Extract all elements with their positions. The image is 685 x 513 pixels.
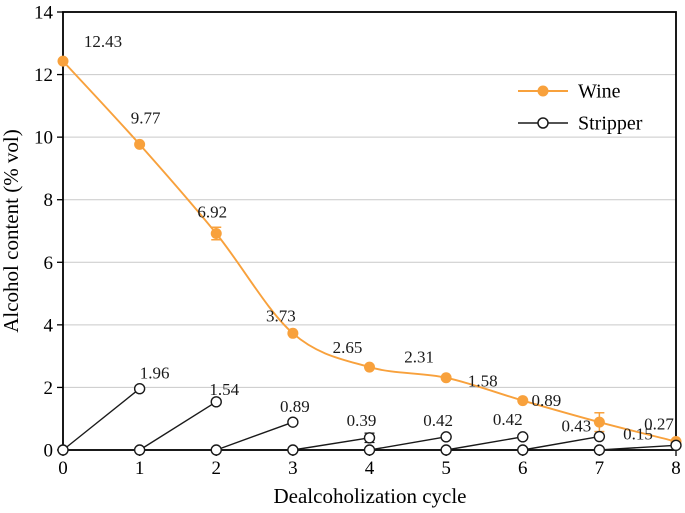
wine-point [287, 327, 299, 339]
axis-ticks [57, 11, 677, 456]
legend-item-stripper: Stripper [518, 113, 643, 135]
y-tick-label: 14 [34, 3, 54, 24]
x-tick-label: 8 [671, 458, 681, 479]
x-axis-title: Dealcoholization cycle [274, 484, 467, 508]
gridlines [63, 74, 676, 388]
stripper-segment [369, 436, 447, 451]
stripper-point [363, 432, 376, 444]
stripper-segment [522, 435, 600, 451]
x-tick-label: 7 [595, 458, 605, 479]
wine-point [593, 416, 605, 428]
wine-point-label: 12.43 [84, 32, 122, 51]
y-axis-title: Alcohol content (% vol) [0, 129, 23, 333]
x-tick-label: 0 [58, 458, 68, 479]
stripper-point [287, 416, 299, 428]
stripper-point [517, 431, 529, 443]
stripper-point-label: 0.42 [493, 410, 523, 429]
stripper-point-label: 0.15 [623, 424, 653, 443]
stripper-point [517, 444, 529, 456]
wine-point-label: 6.92 [197, 203, 227, 222]
stripper-point [210, 396, 222, 408]
legend-label-stripper: Stripper [578, 113, 643, 135]
wine-point-label: 9.77 [131, 108, 161, 127]
stripper-point-label: 1.96 [140, 364, 170, 383]
stripper-point [670, 439, 682, 452]
stripper-point [210, 444, 222, 456]
x-tick-label: 4 [365, 458, 375, 479]
stripper-point [133, 444, 146, 456]
wine-point [210, 228, 222, 240]
x-tick-label: 2 [212, 458, 222, 479]
stripper-point-label: 0.39 [347, 411, 377, 430]
x-tick-label: 6 [518, 458, 528, 479]
stripper-segment [216, 421, 294, 451]
y-tick-label: 8 [44, 190, 54, 211]
stripper-segment [292, 437, 370, 451]
wine-point-label: 0.27 [644, 415, 674, 434]
y-tick-label: 2 [44, 378, 54, 399]
wine-point-label: 1.58 [468, 372, 498, 391]
stripper-segment [446, 436, 523, 451]
plot-border [62, 11, 677, 451]
y-tick-label: 12 [34, 65, 53, 86]
stripper-point-label: 1.54 [209, 380, 239, 399]
x-tick-label: 1 [135, 458, 145, 479]
stripper-point [133, 382, 146, 395]
stripper-point [593, 444, 606, 456]
stripper-point [363, 444, 376, 456]
y-tick-label: 4 [44, 315, 54, 336]
y-tick-label: 0 [44, 441, 54, 462]
stripper-point [440, 444, 452, 456]
stripper-point-label: 0.43 [562, 417, 592, 436]
wine-point [364, 361, 375, 373]
wine-point [57, 55, 69, 67]
wine-point [517, 395, 529, 407]
legend-label-wine: Wine [578, 81, 621, 103]
stripper-point [287, 444, 299, 456]
wine-point-label: 0.89 [532, 391, 562, 410]
stripper-series [57, 382, 682, 456]
stripper-point-label: 0.89 [280, 397, 310, 416]
x-tick-label: 3 [288, 458, 298, 479]
stripper-segment [62, 388, 141, 451]
wine-point [440, 372, 452, 384]
stripper-point-label: 0.42 [423, 411, 453, 430]
stripper-point [440, 431, 452, 443]
wine-point-label: 2.65 [333, 338, 363, 357]
legend-item-wine: Wine [518, 81, 621, 103]
stripper-segment [139, 401, 217, 451]
wine-point-label: 2.31 [404, 348, 434, 367]
y-tick-label: 6 [44, 253, 54, 274]
stripper-marker-icon [537, 117, 549, 129]
wine-line [62, 60, 677, 443]
y-tick-label: 10 [34, 128, 53, 149]
wine-point-label: 3.73 [266, 306, 296, 325]
legend: Wine Stripper [518, 81, 643, 135]
wine-point [134, 138, 146, 150]
stripper-point [57, 444, 69, 456]
data-point-labels: 12.43 9.77 6.92 3.73 2.65 2.31 1.58 0.89 0.27 1.9… [84, 32, 675, 443]
x-tick-label: 5 [441, 458, 451, 479]
stripper-segment [599, 444, 677, 451]
stripper-point [593, 430, 606, 443]
plot-frame [62, 11, 677, 451]
wine-marker-icon [537, 85, 549, 97]
